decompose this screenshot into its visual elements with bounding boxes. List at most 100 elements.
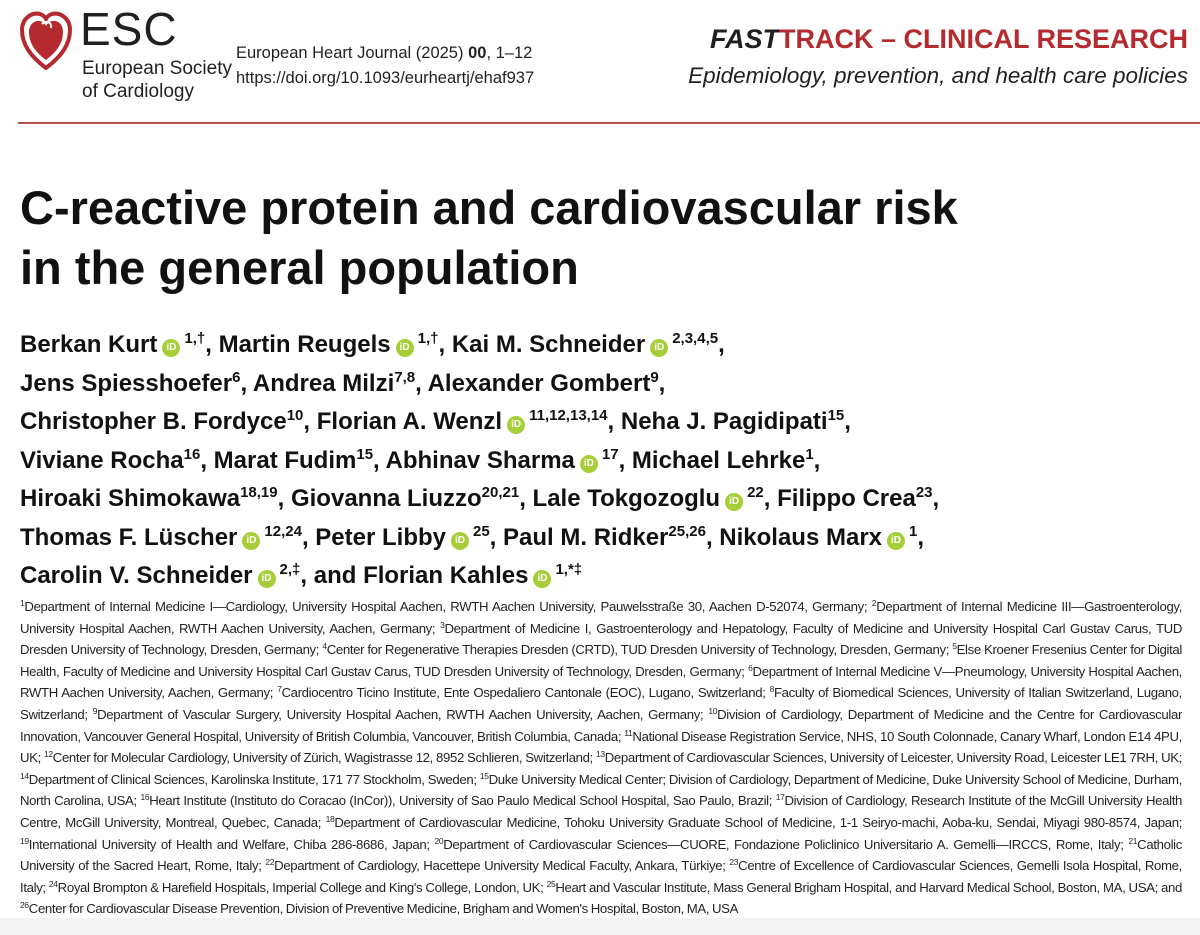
author-line: Carolin V. Schneider iD2,‡, and Florian K… — [20, 557, 1200, 596]
author-name[interactable]: Viviane Rocha — [20, 446, 184, 474]
author-name[interactable]: Lale Tokgozoglu — [532, 485, 721, 512]
author-name[interactable]: Carolin V. Schneider — [20, 562, 253, 589]
society-name: European Society of Cardiology — [82, 57, 232, 103]
affiliation-text: Department of Cardiology, Hacettepe Univ… — [274, 858, 730, 874]
journal-name: European Heart Journal (2025) — [236, 44, 464, 62]
affiliation-text: Heart and Vascular Institute, Mass Gener… — [555, 879, 1182, 895]
affiliation-item: 15Duke University Medical Center; Divisi… — [20, 772, 1182, 809]
author-separator: , — [373, 446, 386, 474]
affiliation-number: 3 — [440, 619, 445, 630]
affiliation-item: 22Department of Cardiology, Hacettepe Un… — [265, 858, 729, 873]
author-affiliation-marks: 12,24 — [264, 522, 302, 540]
affiliation-text: Center for Regenerative Therapies Dresde… — [326, 642, 953, 658]
author-name[interactable]: Alexander Gombert — [427, 369, 651, 397]
section-rest: TRACK – CLINICAL RESEARCH — [778, 24, 1188, 54]
title-line-2: in the general population — [20, 241, 579, 294]
author-affiliation-marks: 6 — [232, 368, 241, 386]
affiliation-number: 22 — [265, 857, 275, 868]
affiliation-text: Department of Clinical Sciences, Karolin… — [28, 771, 480, 787]
affiliation-number: 8 — [769, 684, 775, 695]
author-separator: , — [718, 331, 725, 358]
author-affiliation-marks: 25 — [472, 522, 490, 540]
author-separator: , — [763, 485, 778, 512]
author-affiliation-marks: 1 — [805, 445, 814, 463]
affiliation-number: 9 — [92, 705, 98, 716]
affiliation-number: 7 — [277, 684, 282, 695]
author-affiliation-marks: 7,8 — [394, 368, 416, 386]
author-name[interactable]: Paul M. Ridker — [503, 523, 669, 551]
author-name[interactable]: Abhinav Sharma — [385, 446, 575, 474]
affiliation-text: Heart Institute (Instituto do Coracao (I… — [149, 793, 776, 809]
society-line-2: of Cardiology — [82, 81, 194, 102]
author-affiliation-marks: 1 — [909, 522, 918, 540]
author-name[interactable]: Neha J. Pagidipati — [620, 408, 828, 435]
affiliation-number: 6 — [748, 662, 753, 673]
affiliation-number: 20 — [434, 835, 444, 846]
author-line: Berkan Kurt iD1,†, Martin Reugels iD1,†, K… — [20, 326, 1200, 365]
affiliation-item: 11National Disease Registration Service,… — [20, 727, 1182, 766]
affiliation-text: Department of Cardiovascular Sciences, U… — [604, 750, 1183, 766]
author-name[interactable]: Michael Lehrke — [631, 446, 806, 474]
orcid-icon[interactable]: iD — [507, 416, 526, 434]
author-name[interactable]: Thomas F. Lüscher — [20, 523, 238, 551]
affiliation-text: Department of Vascular Surgery, Universi… — [97, 706, 709, 722]
affiliations: 1Department of Internal Medicine I—Cardi… — [20, 596, 1182, 920]
author-name[interactable]: Peter Libby — [315, 523, 446, 551]
orcid-icon[interactable]: iD — [725, 493, 744, 511]
affiliation-text: National Disease Registration Service, N… — [20, 728, 1182, 766]
author-separator: , — [932, 485, 940, 512]
affiliation-item: 24Royal Brompton & Harefield Hospitals, … — [49, 879, 547, 895]
affiliation-number: 18 — [325, 813, 335, 824]
affiliation-number: 17 — [775, 792, 785, 803]
affiliation-number: 23 — [729, 857, 739, 868]
author-affiliation-marks: 22 — [747, 484, 764, 501]
affiliation-number: 14 — [20, 770, 29, 781]
author-affiliation-marks: 11,12,13,14 — [529, 407, 608, 424]
affiliation-item: 4Center for Regenerative Therapies Dresd… — [322, 642, 952, 657]
affiliation-item: 9Department of Vascular Surgery, Univers… — [93, 707, 709, 722]
author-name[interactable]: Florian A. Wenzl — [316, 408, 503, 435]
author-separator: , — [277, 485, 291, 512]
section-label: FASTTRACK – CLINICAL RESEARCH — [710, 24, 1188, 55]
author-separator: , — [489, 523, 504, 551]
author-separator: , — [917, 523, 925, 551]
orcid-icon[interactable]: iD — [579, 454, 598, 473]
author-name[interactable]: Martin Reugels — [218, 331, 391, 358]
orcid-icon[interactable]: iD — [533, 570, 552, 588]
author-name[interactable]: Kai M. Schneider — [451, 331, 646, 358]
author-name[interactable]: Andrea Milzi — [252, 369, 395, 397]
affiliation-item: 5Else Kroener Fresenius Center for Digit… — [20, 642, 1182, 679]
author-name[interactable]: Florian Kahles — [363, 562, 529, 589]
author-name[interactable]: Hiroaki Shimokawa — [20, 485, 241, 512]
orcid-icon[interactable]: iD — [242, 531, 261, 550]
affiliation-number: 11 — [624, 727, 633, 738]
orcid-icon[interactable]: iD — [162, 339, 181, 357]
orcid-icon[interactable]: iD — [887, 531, 906, 550]
affiliation-item: 18Department of Cardiovascular Medicine,… — [325, 813, 1183, 830]
orcid-icon[interactable]: iD — [450, 531, 469, 550]
author-name[interactable]: Marat Fudim — [213, 446, 357, 474]
author-separator: , — [240, 369, 253, 397]
author-name[interactable]: Christopher B. Fordyce — [20, 408, 287, 435]
author-name[interactable]: Nikolaus Marx — [719, 523, 883, 551]
affiliation-item: 21Catholic University of the Sacred Hear… — [20, 836, 1182, 873]
author-name[interactable]: Filippo Crea — [777, 485, 916, 512]
doi-link[interactable]: https://doi.org/10.1093/eurheartj/ehaf93… — [236, 69, 535, 87]
journal-volume: 00 — [468, 44, 487, 62]
affiliation-item: 19International University of Health and… — [20, 836, 434, 851]
author-name[interactable]: Giovanna Liuzzo — [290, 485, 482, 512]
author-line: Hiroaki Shimokawa18,19, Giovanna Liuzzo2… — [20, 480, 1200, 519]
author-name[interactable]: Berkan Kurt — [20, 331, 158, 358]
author-list: Berkan Kurt iD1,†, Martin Reugels iD1,†, K… — [20, 326, 1200, 596]
author-separator: , — [200, 446, 214, 474]
author-separator: , — [813, 446, 821, 474]
author-name[interactable]: Jens Spiesshoefer — [20, 369, 233, 397]
orcid-icon[interactable]: iD — [257, 570, 276, 588]
author-separator: , — [658, 369, 666, 397]
affiliation-text: Royal Brompton & Harefield Hospitals, Im… — [57, 879, 547, 895]
affiliation-number: 15 — [479, 770, 489, 781]
orcid-icon[interactable]: iD — [395, 339, 414, 357]
orcid-icon[interactable]: iD — [650, 339, 669, 357]
affiliation-text: Division of Cardiology, Research Institu… — [20, 793, 1182, 830]
author-affiliation-marks: 17 — [601, 445, 619, 463]
